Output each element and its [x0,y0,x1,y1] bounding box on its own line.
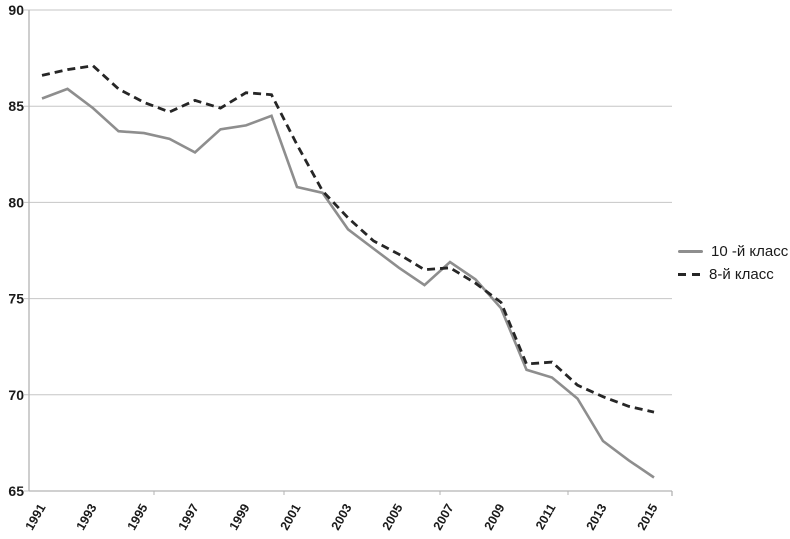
legend-label-grade10: 10 -й класс [711,243,789,260]
x-axis-label-2009: 2009 [482,501,508,532]
x-axis-label-2015: 2015 [635,501,661,532]
y-axis-label-85: 85 [8,98,24,114]
x-axis-label-2003: 2003 [329,501,355,532]
series-line-grade8 [41,64,655,414]
x-axis-label-2007: 2007 [431,501,457,532]
y-axis-label-90: 90 [8,2,24,18]
y-axis-label-70: 70 [8,387,24,403]
y-axis-label-65: 65 [8,483,24,499]
x-axis-label-1995: 1995 [125,501,151,532]
x-axis-label-2013: 2013 [584,501,610,532]
x-axis-label-2001: 2001 [278,501,304,532]
y-axis-label-80: 80 [8,194,24,210]
chart-legend: 10 -й класс 8-й класс [678,240,788,286]
x-axis-label-2005: 2005 [380,501,406,532]
legend-label-grade8: 8-й класс [709,266,774,283]
x-axis-label-2011: 2011 [533,501,559,532]
solid-line-swatch-icon [678,250,703,253]
y-axis-label-75: 75 [8,291,24,307]
series-line-grade10 [41,87,655,479]
x-axis-label-1997: 1997 [176,501,202,532]
legend-item-grade8: 8-й класс [678,263,788,286]
x-axis-label-1991: 1991 [23,501,49,532]
legend-item-grade10: 10 -й класс [678,240,788,263]
x-axis-label-1999: 1999 [227,501,253,532]
dashed-line-swatch-icon [678,273,701,276]
x-axis-label-1993: 1993 [74,501,100,532]
